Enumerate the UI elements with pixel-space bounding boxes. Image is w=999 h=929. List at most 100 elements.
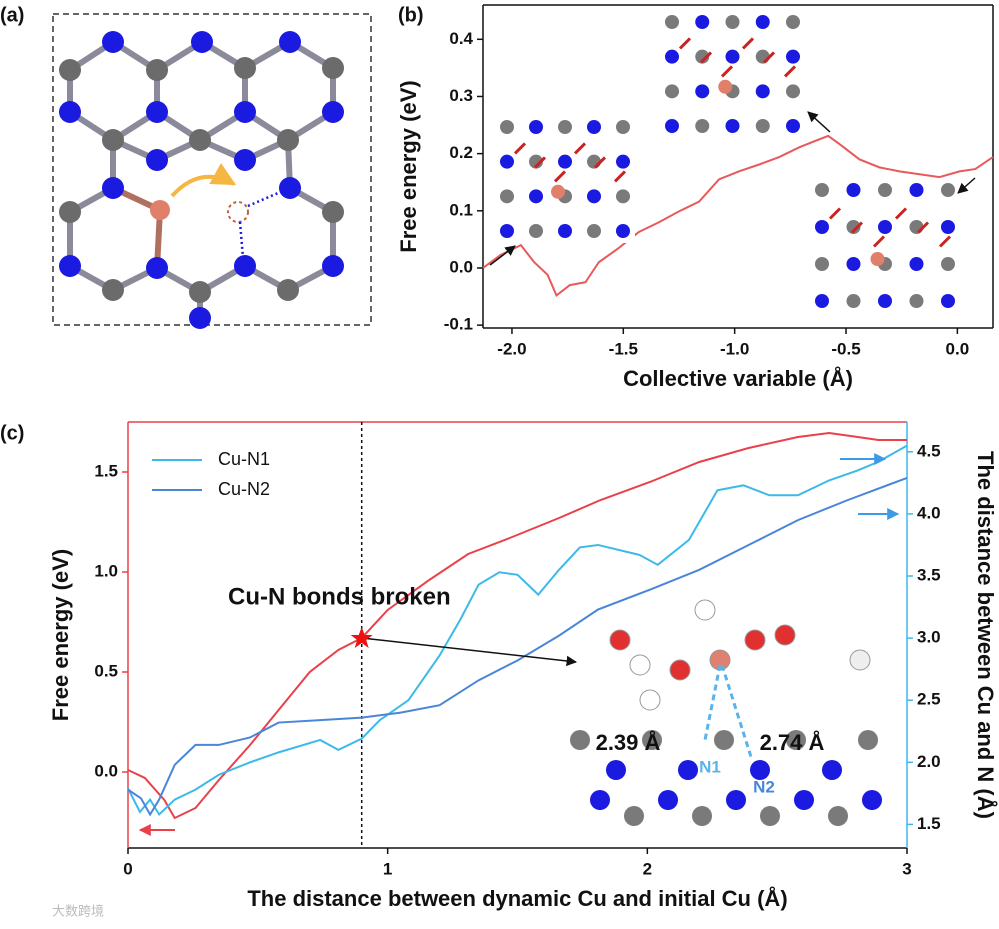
- data-line: [482, 134, 994, 297]
- inset-atom: [558, 120, 572, 134]
- inset-atom: [846, 220, 861, 234]
- inset-atom: [587, 189, 601, 204]
- carbon-atom: [322, 57, 344, 79]
- data-line: [127, 431, 907, 820]
- inset-atom: [909, 257, 924, 271]
- watermark: 大数跨境: [52, 903, 104, 918]
- carbon-atom: [277, 129, 299, 151]
- inset-atom: [609, 629, 631, 651]
- annotation: 2.74 Å: [760, 729, 825, 755]
- inset-atom: [616, 224, 630, 238]
- inset-atom: [665, 84, 679, 99]
- inset-atom: [862, 790, 882, 810]
- carbon-atom: [189, 281, 211, 303]
- y2-tick-label: 2.5: [917, 690, 941, 709]
- bond-dash: [720, 664, 754, 761]
- inset-water: [533, 156, 547, 169]
- inset-atom: [500, 189, 514, 204]
- inset-water: [741, 37, 755, 50]
- inset-atom: [669, 659, 691, 681]
- inset-atom: [529, 154, 543, 169]
- inset-atom: [815, 220, 829, 234]
- inset-atom: [909, 294, 924, 308]
- inset-atom: [678, 760, 698, 780]
- nitrogen-atom: [146, 101, 168, 123]
- nitrogen-atom: [322, 255, 344, 277]
- inset-water: [553, 170, 567, 183]
- inset-atom: [786, 49, 800, 64]
- cu-atom: [150, 200, 170, 220]
- inset-atom: [665, 119, 679, 133]
- panel-label: (a): [0, 4, 24, 26]
- dotted-link: [238, 221, 245, 259]
- x-tick-label: -2.0: [497, 339, 526, 358]
- inset-atom: [909, 183, 924, 197]
- nitrogen-atom: [59, 101, 81, 123]
- data-line: [127, 476, 908, 817]
- inset-atom: [587, 224, 601, 238]
- carbon-atom: [277, 279, 299, 301]
- x-tick-label: -1.5: [609, 339, 638, 358]
- y-axis-title: Free energy (eV): [48, 549, 73, 721]
- nitrogen-atom: [234, 101, 256, 123]
- inset-cu: [870, 252, 885, 266]
- nitrogen-atom: [234, 149, 256, 171]
- inset-atom: [529, 120, 543, 134]
- inset-atom: [658, 790, 678, 810]
- y-tick-label: 0.1: [449, 200, 473, 219]
- inset-atom: [849, 649, 871, 671]
- inset-atom: [846, 183, 861, 197]
- structure-panel: [52, 13, 372, 329]
- carbon-atom: [59, 201, 81, 223]
- data-line: [127, 444, 908, 817]
- inset-atom: [828, 806, 848, 826]
- carbon-atom: [102, 279, 124, 301]
- inset-atom: [941, 294, 955, 308]
- inset-water: [613, 170, 627, 183]
- y-tick-label: 1.5: [94, 461, 118, 480]
- inset-water: [872, 235, 886, 248]
- nitrogen-atom: [102, 177, 124, 199]
- inset-atom: [500, 224, 514, 238]
- y-tick-label: -0.1: [444, 315, 473, 334]
- inset-atom: [639, 689, 661, 711]
- inset-atom: [941, 183, 955, 197]
- carbon-atom: [322, 201, 344, 223]
- x-tick-label: 1: [383, 859, 392, 878]
- inset-atom: [606, 760, 626, 780]
- inset-atom: [846, 294, 861, 308]
- inset-atom: [774, 624, 796, 646]
- inset-water: [916, 221, 930, 234]
- inset-atom: [725, 15, 740, 29]
- inset-atom: [941, 220, 955, 234]
- lattice: [59, 31, 344, 329]
- inset: [660, 10, 805, 138]
- inset-atom: [616, 154, 630, 169]
- x-axis-title: Collective variable (Å): [623, 365, 853, 391]
- y-tick-label: 0.2: [449, 143, 473, 162]
- inset-water: [850, 221, 864, 234]
- nitrogen-atom: [59, 255, 81, 277]
- inset-atom: [665, 15, 679, 29]
- x-tick-label: 0.0: [946, 339, 970, 358]
- y-tick-label: 0.0: [449, 257, 473, 276]
- inset-atom: [786, 119, 800, 133]
- inset-atom: [695, 119, 710, 133]
- bond-dash: [703, 664, 722, 741]
- inset-atom: [786, 730, 806, 750]
- inset-atom: [878, 294, 892, 308]
- inset-atom: [692, 806, 712, 826]
- inset-cu: [718, 79, 733, 94]
- inset-atom: [786, 84, 800, 99]
- inset-atom: [786, 15, 800, 29]
- y-tick-label: 0.4: [449, 29, 473, 48]
- pointer: [489, 245, 516, 266]
- inset-atom: [590, 790, 610, 810]
- panel-label: (c): [0, 422, 24, 444]
- inset-water: [513, 142, 527, 155]
- y2-tick-label: 3.0: [917, 628, 941, 647]
- nitrogen-atom: [102, 31, 124, 53]
- inset-cu: [551, 184, 565, 199]
- inset-atom: [665, 49, 679, 64]
- inset-atom: [616, 120, 630, 134]
